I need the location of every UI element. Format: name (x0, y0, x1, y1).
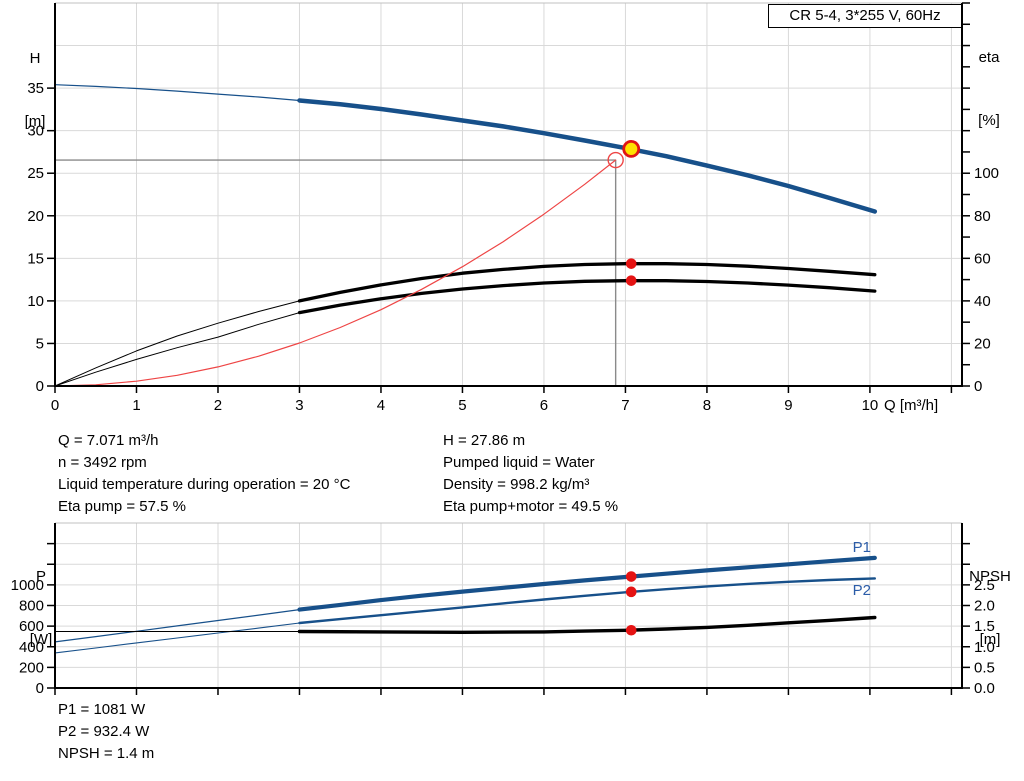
qh-eta-chart: 0 5 10 15 20 25 30 35 0 20 40 60 80 100 0 1 2 3 4 5 6 7 8 9 10 (27, 2, 999, 414)
info-npsh: NPSH = 1.4 m (58, 745, 155, 762)
eta-pump-curve (297, 262, 877, 303)
x-tick-label: 0 (51, 397, 59, 414)
qh-curve-curve (54, 84, 301, 102)
h-axis-label: H [m] (17, 6, 53, 174)
info-liquid-temp: Liquid temperature during operation = 20… (58, 476, 351, 493)
y-right-tick-label: 0.0 (974, 680, 995, 697)
y-right-tick-label: 20 (974, 335, 991, 352)
y-right-tick-label: 2.0 (974, 598, 995, 615)
y-left-tick-label: 0 (36, 680, 44, 697)
y-left-tick-label: 0 (36, 378, 44, 395)
x-tick-label: 3 (295, 397, 303, 414)
power-info-block: P1 = 1081 W P2 = 932.4 W NPSH = 1.4 m (58, 699, 154, 765)
h-axis-label-line2: [m] (24, 113, 46, 130)
series-label-p2: P2 (853, 582, 871, 599)
system-curve-curve (54, 159, 617, 387)
npsh-axis-label-line2: [m] (979, 631, 1001, 648)
y-right-tick-label: 1.0 (974, 639, 995, 656)
y-left-tick-label: 5 (36, 335, 44, 352)
eta-axis-label: eta [%] (965, 5, 1013, 173)
x-tick-label: 7 (621, 397, 629, 414)
p1-curve (297, 555, 877, 612)
y-left-tick-label: 35 (27, 80, 44, 97)
p2-curve (54, 622, 301, 654)
y-left-tick-label: 30 (27, 123, 44, 140)
p-axis-label-line2: [W] (29, 631, 53, 648)
npsh-axis-label-line1: NPSH (969, 568, 1011, 585)
info-p1: P1 = 1081 W (58, 701, 146, 718)
info-h: H = 27.86 m (443, 432, 526, 449)
requested-duty-open-circle (607, 151, 624, 169)
x-tick-label: 4 (377, 397, 385, 414)
y-left-tick-label: 1000 (11, 577, 44, 594)
p-axis-label: P [W] (23, 524, 59, 692)
curve-value-dot (625, 571, 637, 582)
p-axis-label-line1: P (35, 568, 46, 585)
y-left-tick-label: 15 (27, 250, 44, 267)
info-pumped-liquid: Pumped liquid = Water (443, 454, 595, 471)
info-speed: n = 3492 rpm (58, 454, 147, 471)
y-right-tick-label: 0.5 (974, 659, 995, 676)
y-right-tick-label: 80 (974, 208, 991, 225)
h-axis-label-line1: H (29, 50, 41, 67)
y-left-tick-label: 600 (19, 618, 44, 635)
p2-curve (298, 577, 876, 625)
duty-info-left: Q = 7.071 m³/h n = 3492 rpm Liquid tempe… (58, 430, 350, 518)
info-q: Q = 7.071 m³/h (58, 432, 159, 449)
x-tick-label: 1 (132, 397, 140, 414)
eta-axis-label-line2: [%] (978, 112, 1000, 129)
y-left-tick-label: 200 (19, 659, 44, 676)
duty-info-right: H = 27.86 m Pumped liquid = Water Densit… (443, 430, 618, 518)
info-eta-pump: Eta pump = 57.5 % (58, 498, 186, 515)
pump-title-box: CR 5-4, 3*255 V, 60Hz (768, 4, 962, 28)
y-right-tick-label: 2.5 (974, 577, 995, 594)
series-label-p1: P1 (853, 539, 871, 556)
info-density: Density = 998.2 kg/m³ (443, 476, 590, 493)
x-tick-label: 10 (862, 397, 879, 414)
p1-curve (54, 608, 301, 643)
eta-axis-label-line1: eta (978, 49, 1000, 66)
power-npsh-chart: 0 200 400 600 800 1000 0.0 0.5 1.0 1.5 2.0 2.5 P1 P2 (11, 522, 995, 697)
eta-pump-motor-curve (54, 312, 300, 387)
qh-curve-curve (297, 98, 878, 214)
info-eta-pump-motor: Eta pump+motor = 49.5 % (443, 498, 619, 515)
x-tick-label: 5 (458, 397, 466, 414)
curve-value-dot (625, 586, 637, 598)
curve-value-dot (625, 258, 637, 269)
npsh-curve (297, 615, 877, 634)
x-tick-label: 9 (784, 397, 792, 414)
curve-value-dot (625, 275, 637, 286)
y-right-tick-label: 40 (974, 293, 991, 310)
info-p2: P2 = 932.4 W (58, 723, 150, 740)
y-left-tick-label: 800 (19, 598, 44, 615)
y-left-tick-label: 400 (19, 639, 44, 656)
y-right-tick-label: 1.5 (974, 618, 995, 635)
curve-value-dot (625, 624, 637, 636)
y-left-tick-label: 25 (27, 165, 44, 182)
x-tick-label: 6 (540, 397, 548, 414)
q-axis-unit-label: Q [m³/h] (884, 397, 939, 414)
x-tick-label: 8 (703, 397, 711, 414)
y-right-tick-label: 100 (974, 165, 999, 182)
y-left-tick-label: 10 (27, 293, 44, 310)
eta-pump-motor-curve (297, 279, 877, 315)
y-left-tick-label: 20 (27, 208, 44, 225)
x-tick-label: 2 (214, 397, 222, 414)
duty-point-marker (622, 139, 641, 158)
y-right-tick-label: 60 (974, 250, 991, 267)
npsh-axis-label: NPSH [m] (961, 524, 1019, 692)
y-right-tick-label: 0 (974, 378, 982, 395)
eta-pump-curve (54, 300, 300, 387)
